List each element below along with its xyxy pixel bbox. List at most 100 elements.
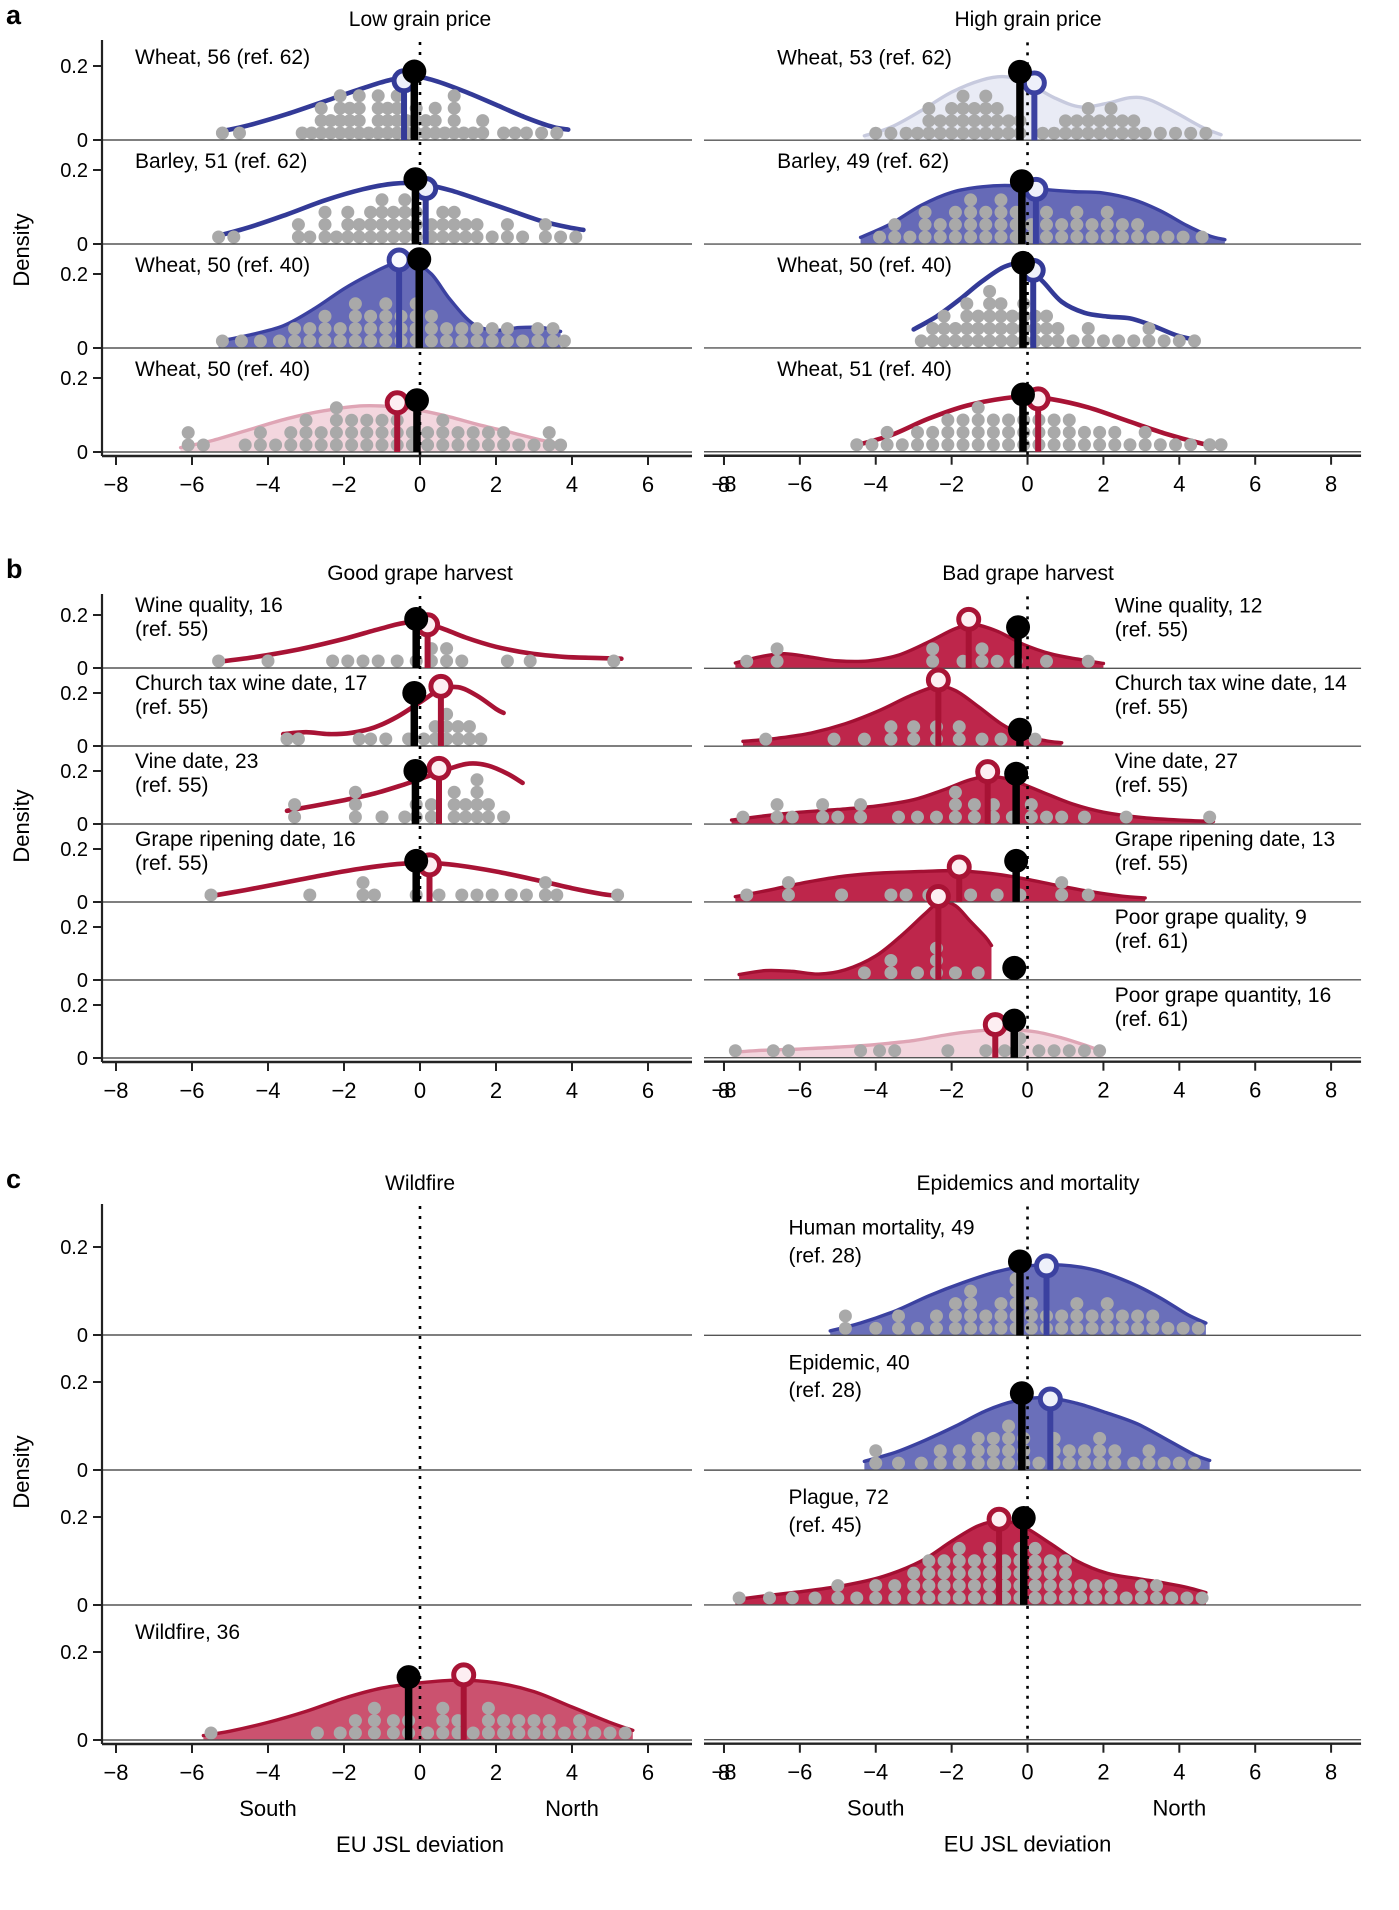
observation-dot [466,1726,480,1740]
observation-dot [352,101,366,115]
observation-dot [907,1579,921,1593]
observation-dot [907,1591,921,1605]
zero-marker [402,681,427,705]
density-fill [203,1680,633,1740]
observation-dot [516,230,530,244]
mean-marker [982,1012,1008,1038]
observation-dot [933,114,947,128]
observation-dot [341,654,355,668]
observation-dot [967,1554,981,1568]
observation-dot [1138,438,1152,452]
observation-dot [952,1554,966,1568]
series-label: (ref. 55) [1115,774,1188,797]
observation-dot [759,732,773,746]
observation-dot [1146,1309,1160,1323]
x-tick-label: −6 [179,1078,204,1103]
observation-dot [1043,1566,1057,1580]
observation-dot [500,322,514,336]
observation-dot [284,426,298,440]
observation-dot [1142,1456,1156,1470]
panel-c-right-plot: Human mortality, 49 (ref. 28) Epidemic, 40… [703,1206,1362,1857]
observation-dot [933,218,947,232]
observation-dot [869,126,883,140]
x-tick-label: −2 [331,472,356,497]
x-tick-label: −8 [103,1760,128,1785]
observation-dot [952,1566,966,1580]
observation-dot [519,888,533,902]
observation-dot [941,425,955,439]
density-fill [864,1397,1210,1471]
x-tick-label: 4 [1173,1078,1185,1103]
x-tick-label: −2 [939,1760,964,1785]
observation-dot [367,1701,381,1715]
observation-dot [424,322,438,336]
observation-dot [994,322,1008,336]
observation-dot [975,642,989,656]
observation-dot [333,126,347,140]
observation-dot [356,888,370,902]
observation-dot [481,810,495,824]
observation-dot [1055,1321,1069,1335]
observation-dot [1058,1579,1072,1593]
observation-dot [356,654,370,668]
zero-marker [1010,250,1035,275]
observation-dot [994,193,1008,207]
observation-dot [329,438,343,452]
x-tick-label: 2 [490,1760,502,1785]
observation-dot [611,888,625,902]
series-label: Vine date, 23 [135,750,258,773]
observation-dot [500,334,514,348]
x-tick-label: 8 [1325,472,1337,497]
zero-marker [1006,615,1031,640]
observation-dot [990,888,1004,902]
mean-marker [925,667,951,693]
observation-dot [983,334,997,348]
observation-dot [421,426,435,440]
observation-dot [967,126,981,140]
observation-dot [922,1579,936,1593]
observation-dot [831,810,845,824]
y-tick-label: 0 [77,1460,88,1482]
observation-dot [360,426,374,440]
series-label: Wildfire, 36 [135,1621,240,1644]
observation-dot [318,230,332,244]
observation-dot [360,413,374,427]
observation-dot [956,101,970,115]
observation-dot [941,438,955,452]
observation-dot [303,322,317,336]
observation-dot [948,810,962,824]
observation-dot [470,218,484,232]
observation-dot [956,438,970,452]
x-tick-label: −6 [179,1760,204,1785]
observation-dot [1040,218,1053,232]
observation-dot [937,309,951,323]
x-tick-label: 0 [1021,1760,1033,1785]
observation-dot [907,732,921,746]
observation-dot [288,334,302,348]
panel-letter-c: c [6,1164,22,1194]
observation-dot [910,1321,924,1335]
observation-dot [979,205,993,219]
mean-marker [428,673,454,699]
x-tick-label: −4 [255,472,280,497]
observation-dot [371,89,385,103]
zero-marker [1007,717,1032,742]
observation-dot [424,810,438,824]
observation-dot [979,1309,993,1323]
observation-dot [1115,126,1129,140]
series-label: Church tax wine date, 14 [1115,672,1347,695]
observation-dot [1077,1044,1091,1058]
zero-marker [402,59,427,84]
observation-dot [1115,1321,1129,1335]
series-label: Barley, 49 (ref. 62) [777,150,949,173]
observation-dot [918,218,932,232]
observation-dot [1104,126,1118,140]
observation-dot [1055,810,1069,824]
observation-dot [375,413,389,427]
observation-dot [854,810,868,824]
panel-a-left-title: Low grain price [348,8,492,31]
observation-dot [971,322,985,336]
observation-dot [956,114,970,128]
density-curve [729,1027,1106,1055]
y-tick-label: 0.2 [60,761,88,783]
